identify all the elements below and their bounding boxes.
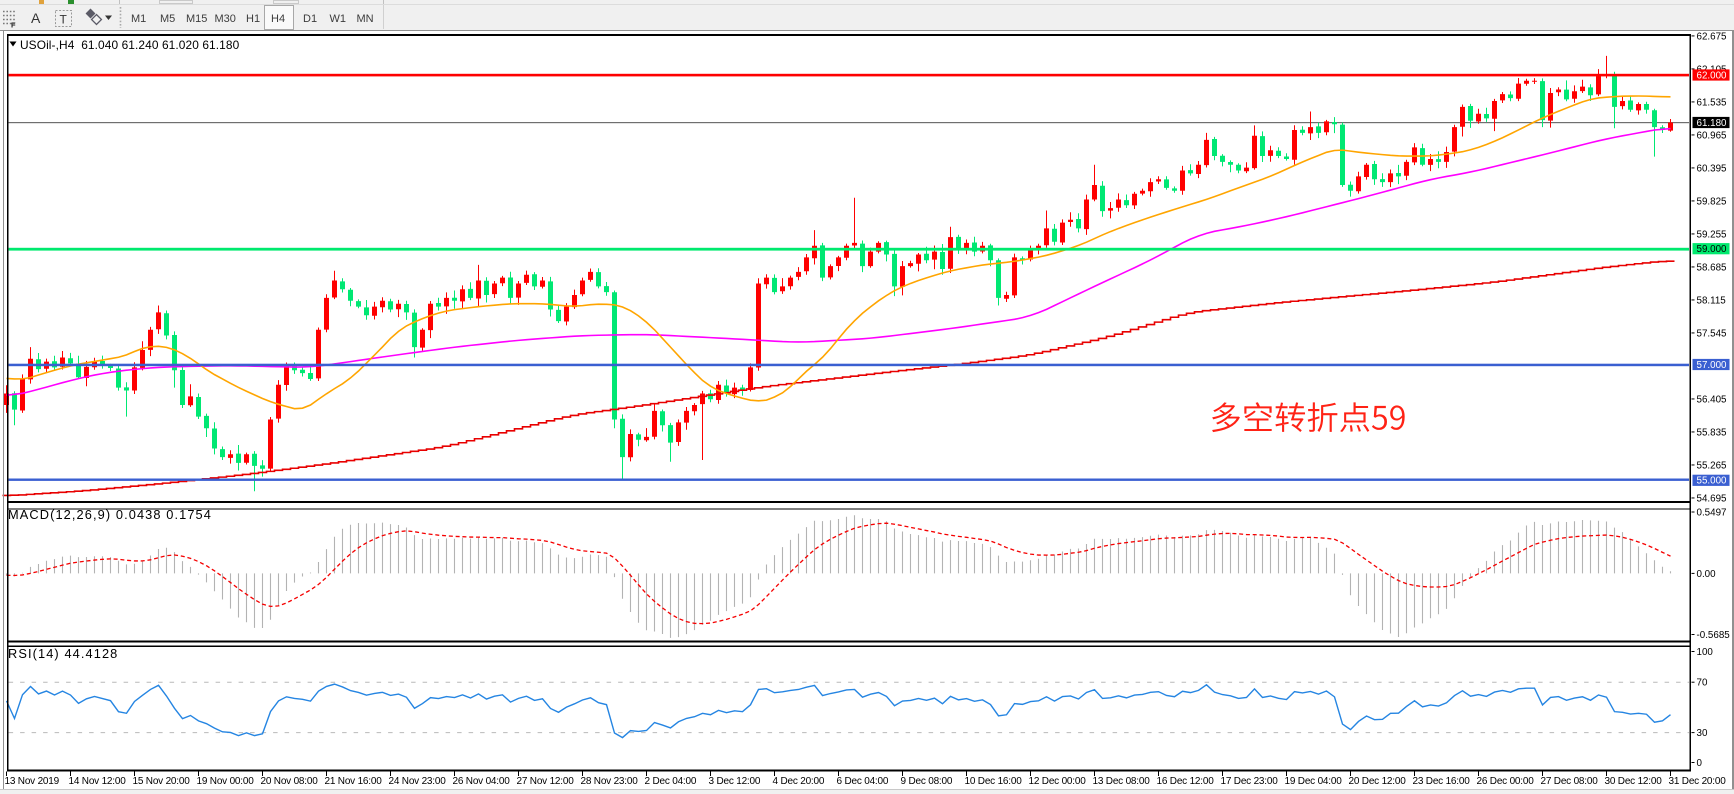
svg-text:16 Dec 12:00: 16 Dec 12:00 <box>1157 776 1215 787</box>
svg-text:12 Dec 00:00: 12 Dec 00:00 <box>1029 776 1087 787</box>
svg-text:23 Dec 16:00: 23 Dec 16:00 <box>1413 776 1471 787</box>
svg-text:D1: D1 <box>303 13 317 25</box>
svg-text:9 Dec 08:00: 9 Dec 08:00 <box>901 776 953 787</box>
svg-text:58.685: 58.685 <box>1697 262 1728 273</box>
svg-text:20 Nov 08:00: 20 Nov 08:00 <box>261 776 319 787</box>
svg-text:55.835: 55.835 <box>1697 427 1728 438</box>
svg-text:13 Nov 2019: 13 Nov 2019 <box>5 776 60 787</box>
svg-text:60.965: 60.965 <box>1697 130 1728 141</box>
svg-text:17 Dec 23:00: 17 Dec 23:00 <box>1221 776 1279 787</box>
svg-text:2 Dec 04:00: 2 Dec 04:00 <box>645 776 697 787</box>
svg-text:26 Nov 04:00: 26 Nov 04:00 <box>453 776 511 787</box>
svg-text:15 Nov 20:00: 15 Nov 20:00 <box>133 776 191 787</box>
svg-text:0.00: 0.00 <box>1697 569 1717 580</box>
svg-text:62.000: 62.000 <box>1697 70 1728 81</box>
svg-text:58.115: 58.115 <box>1697 295 1727 306</box>
svg-text:61.180: 61.180 <box>1697 118 1728 129</box>
svg-text:55.000: 55.000 <box>1697 476 1728 487</box>
svg-text:A: A <box>31 10 41 26</box>
svg-text:4 Dec 20:00: 4 Dec 20:00 <box>773 776 825 787</box>
svg-text:6 Dec 04:00: 6 Dec 04:00 <box>837 776 889 787</box>
svg-text:T: T <box>60 13 68 27</box>
svg-text:70: 70 <box>1697 678 1708 689</box>
svg-text:28 Nov 23:00: 28 Nov 23:00 <box>581 776 639 787</box>
svg-text:26 Dec 00:00: 26 Dec 00:00 <box>1477 776 1535 787</box>
svg-text:MACD(12,26,9) 0.0438 0.1754: MACD(12,26,9) 0.0438 0.1754 <box>8 507 212 522</box>
svg-text:27 Nov 12:00: 27 Nov 12:00 <box>517 776 575 787</box>
svg-text:31 Dec 20:00: 31 Dec 20:00 <box>1669 776 1727 787</box>
svg-text:RSI(14) 44.4128: RSI(14) 44.4128 <box>8 646 118 661</box>
svg-text:M5: M5 <box>160 13 175 25</box>
svg-text:27 Dec 08:00: 27 Dec 08:00 <box>1541 776 1599 787</box>
svg-text:24 Nov 23:00: 24 Nov 23:00 <box>389 776 447 787</box>
svg-text:30: 30 <box>1697 728 1708 739</box>
svg-text:W1: W1 <box>330 13 347 25</box>
svg-text:54.695: 54.695 <box>1697 493 1728 504</box>
svg-text:57.000: 57.000 <box>1697 360 1728 371</box>
svg-text:19 Nov 00:00: 19 Nov 00:00 <box>197 776 255 787</box>
svg-text:USOil-,H4 61.040 61.240 61.02: USOil-,H4 61.040 61.240 61.020 61.180 <box>20 38 240 52</box>
svg-text:0.5497: 0.5497 <box>1697 507 1727 518</box>
svg-text:-0.5685: -0.5685 <box>1697 630 1731 641</box>
svg-text:55.265: 55.265 <box>1697 460 1728 471</box>
svg-text:19 Dec 04:00: 19 Dec 04:00 <box>1285 776 1343 787</box>
svg-text:M1: M1 <box>131 13 146 25</box>
svg-text:61.535: 61.535 <box>1697 97 1728 108</box>
svg-text:3 Dec 12:00: 3 Dec 12:00 <box>709 776 761 787</box>
svg-text:10 Dec 16:00: 10 Dec 16:00 <box>965 776 1023 787</box>
svg-text:14 Nov 12:00: 14 Nov 12:00 <box>69 776 127 787</box>
svg-text:H4: H4 <box>271 13 285 25</box>
svg-text:59.255: 59.255 <box>1697 229 1728 240</box>
svg-text:13 Dec 08:00: 13 Dec 08:00 <box>1093 776 1151 787</box>
svg-text:30 Dec 12:00: 30 Dec 12:00 <box>1605 776 1663 787</box>
svg-text:62.675: 62.675 <box>1697 31 1728 42</box>
svg-text:M15: M15 <box>186 13 207 25</box>
svg-text:20 Dec 12:00: 20 Dec 12:00 <box>1349 776 1407 787</box>
svg-text:F: F <box>11 21 16 30</box>
svg-text:56.405: 56.405 <box>1697 394 1728 405</box>
svg-text:100: 100 <box>1697 647 1714 658</box>
svg-text:59.825: 59.825 <box>1697 196 1728 207</box>
svg-text:21 Nov 16:00: 21 Nov 16:00 <box>325 776 383 787</box>
svg-text:H1: H1 <box>246 13 260 25</box>
svg-text:60.395: 60.395 <box>1697 163 1728 174</box>
svg-text:59.000: 59.000 <box>1697 244 1728 255</box>
svg-text:0: 0 <box>1697 758 1703 769</box>
svg-text:57.545: 57.545 <box>1697 328 1728 339</box>
svg-text:MN: MN <box>357 13 374 25</box>
svg-text:M30: M30 <box>215 13 236 25</box>
